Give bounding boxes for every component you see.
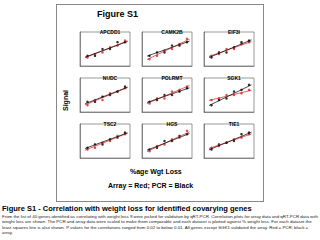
svg-text:Signal: Signal — [62, 90, 70, 111]
svg-text:Figure S1: Figure S1 — [97, 9, 138, 19]
svg-text:TIE1: TIE1 — [229, 121, 240, 127]
svg-text:Array = Red; PCR = Black: Array = Red; PCR = Black — [108, 182, 193, 190]
svg-text:EIF3I: EIF3I — [228, 29, 241, 35]
svg-text:HGS: HGS — [167, 121, 179, 127]
svg-text:POLRMT: POLRMT — [161, 75, 182, 81]
html-text:From the list of 40 genes iden: From the list of 40 genes identified as … — [2, 214, 318, 236]
html-text:Figure S1 - Correlation with w: Figure S1 - Correlation with weight loss… — [2, 204, 252, 213]
svg-text:TSC2: TSC2 — [104, 121, 117, 127]
svg-text:SGK1: SGK1 — [227, 75, 241, 81]
svg-text:CAMK2B: CAMK2B — [161, 29, 183, 35]
svg-text:NUDC: NUDC — [103, 75, 118, 81]
svg-text:%age Wgt Loss: %age Wgt Loss — [130, 168, 182, 176]
svg-text:APCDD1: APCDD1 — [100, 29, 121, 35]
